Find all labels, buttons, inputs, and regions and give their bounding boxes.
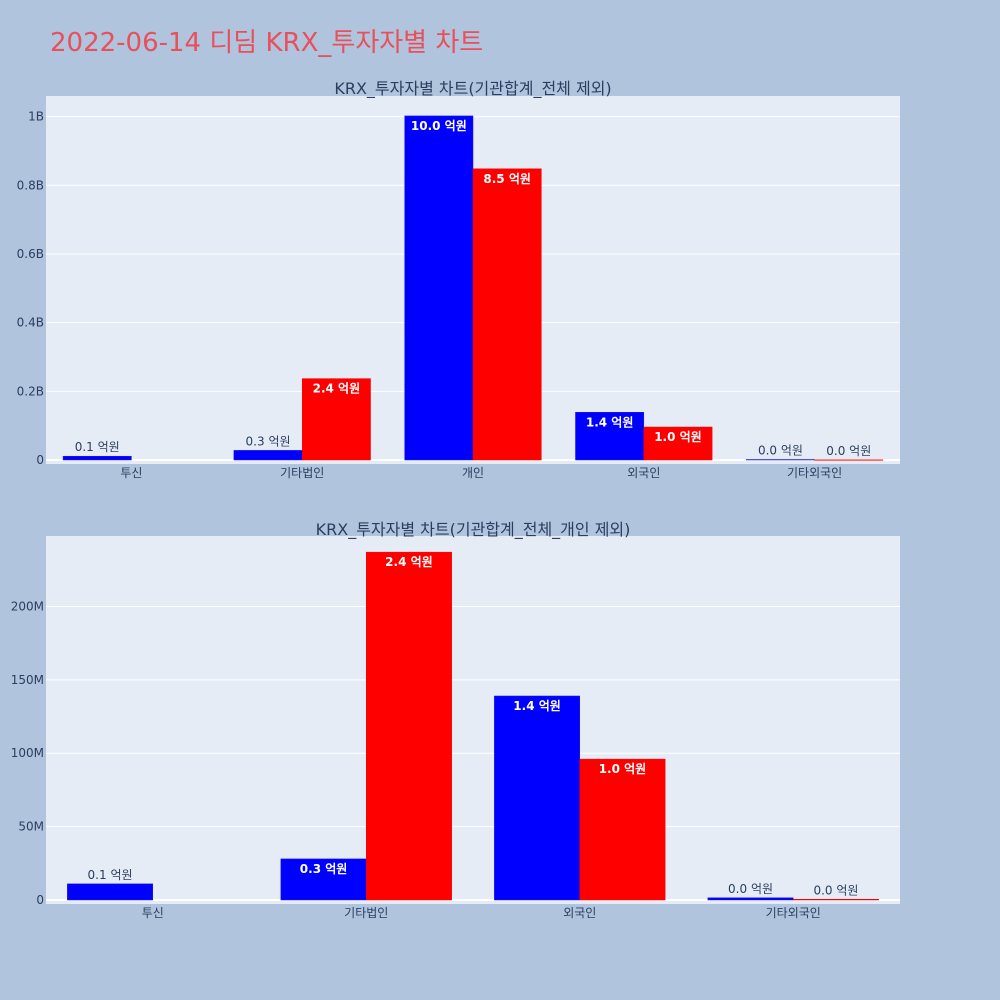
bar-label: 2.4 억원 [385,555,433,569]
x-tick-label: 개인 [462,466,484,480]
bar [301,378,371,461]
bar-label: 0.1 억원 [88,868,133,882]
bar-label: 2.4 억원 [313,382,361,396]
y-tick-label: 0.6B [17,247,44,261]
chart-top: 0 0.2B 0.4B 0.6B 0.8B 1B KRX_투자자별 차트(기관합계_전체 제… [17,79,900,480]
x-tick-label: 외국인 [563,906,596,920]
bar-label: 8.5 억원 [483,172,531,186]
plot-area [46,536,900,904]
y-tick-label: 0.8B [17,178,44,192]
bar-label: 0.0 억원 [826,444,871,458]
x-tick-label: 기타법인 [344,906,388,920]
bar-label: 0.0 억원 [758,443,803,457]
bar-label: 0.3 억원 [246,434,291,448]
bar-label: 0.3 억원 [300,862,348,876]
bar-label: 0.1 억원 [75,440,120,454]
y-tick-label: 100M [11,746,44,760]
y-tick-label: 150M [11,673,44,687]
bar [233,450,303,461]
bar-label: 1.4 억원 [586,415,634,429]
bar-label: 0.0 억원 [813,883,858,897]
x-tick-label: 외국인 [627,466,660,480]
y-tick-label: 0.4B [17,316,44,330]
x-tick-label: 기타법인 [280,466,324,480]
bar-label: 1.0 억원 [654,430,702,444]
bar [746,459,815,461]
bar [707,897,794,901]
y-tick-label: 50M [18,820,44,834]
x-tick-label: 투신 [142,906,164,920]
bar-label: 10.0 억원 [411,119,467,133]
bar [494,695,581,901]
bar [67,883,153,901]
chart-title: KRX_투자자별 차트(기관합계_전체 제외) [334,79,611,99]
bar [62,455,132,461]
chart-title: KRX_투자자별 차트(기관합계_전체_개인 제외) [316,520,631,540]
bar-label: 0.0 억원 [728,882,773,896]
y-tick-label: 1B [28,110,44,124]
bar-label: 1.4 억원 [513,699,561,713]
y-tick-label: 0.2B [17,384,44,398]
y-tick-label: 0 [36,893,44,907]
bar [579,758,666,901]
bar [366,551,452,901]
bar [472,168,542,461]
y-tick-label: 200M [11,599,44,613]
page-title: 2022-06-14 디딤 KRX_투자자별 차트 [50,28,484,58]
bar [404,115,474,461]
bar [280,858,367,901]
bar-label: 1.0 억원 [599,762,647,776]
bar [793,899,879,901]
x-tick-label: 기타외국인 [766,906,821,920]
x-tick-label: 기타외국인 [787,466,842,480]
x-tick-label: 투신 [120,466,142,480]
chart-bottom: 0 50M 100M 150M 200M KRX_투자자별 차트(기관합계_전체_개인 제… [11,520,900,920]
y-tick-label: 0 [36,453,44,467]
bar [643,426,713,461]
bar [814,459,884,461]
bar [575,412,645,461]
